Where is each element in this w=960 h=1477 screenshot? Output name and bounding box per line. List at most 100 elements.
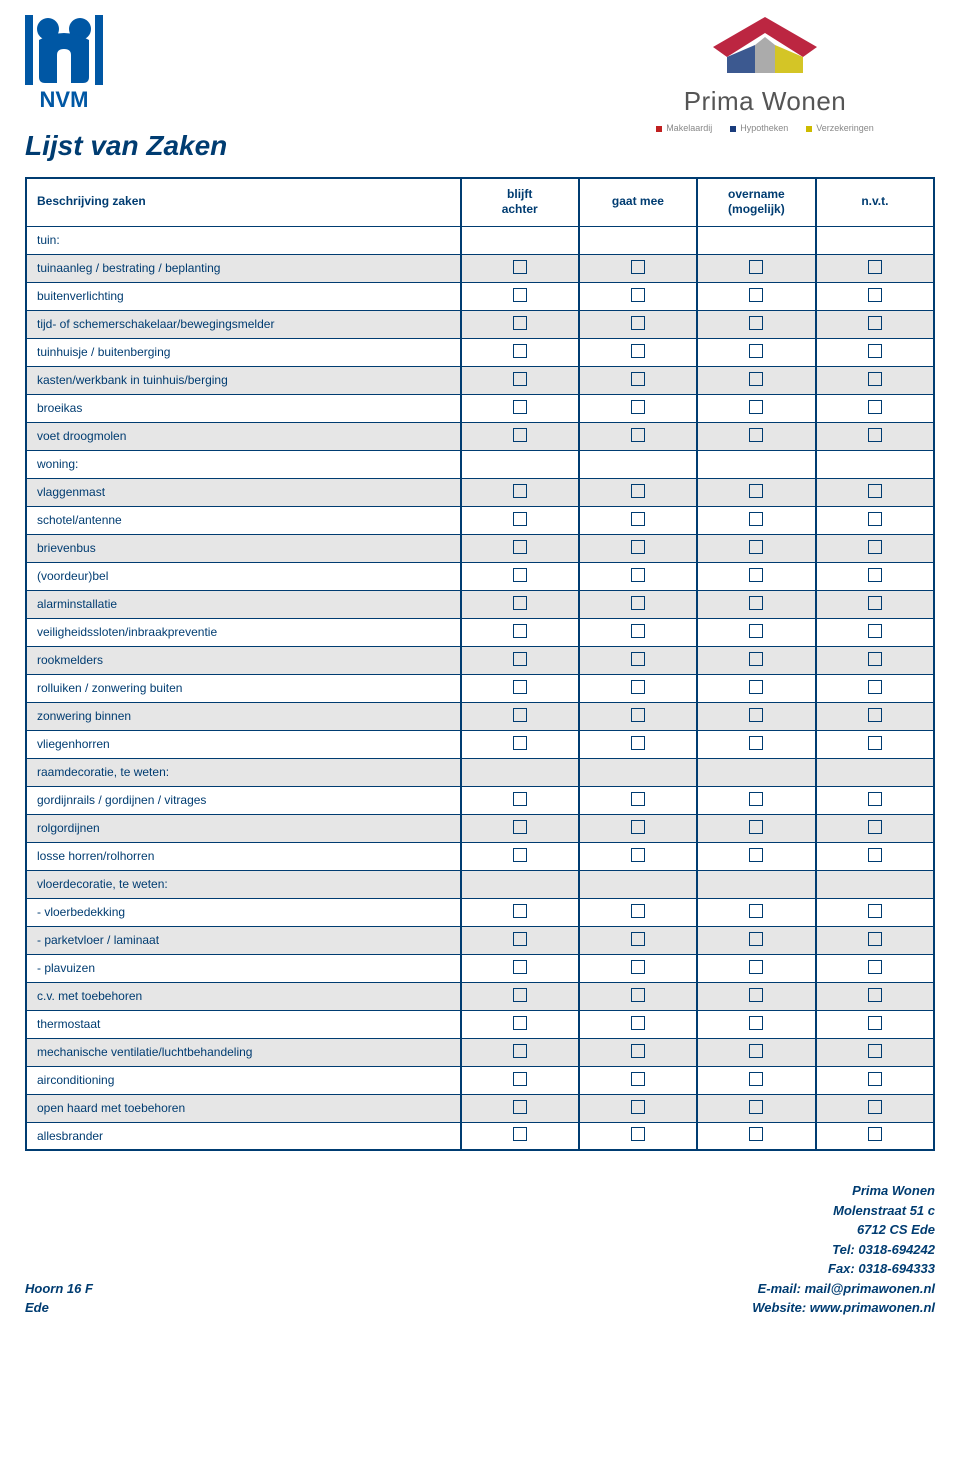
checkbox[interactable] <box>631 428 645 442</box>
checkbox[interactable] <box>513 288 527 302</box>
checkbox[interactable] <box>631 1016 645 1030</box>
checkbox[interactable] <box>513 260 527 274</box>
checkbox[interactable] <box>513 596 527 610</box>
checkbox[interactable] <box>513 1072 527 1086</box>
checkbox[interactable] <box>749 568 763 582</box>
checkbox[interactable] <box>749 624 763 638</box>
checkbox[interactable] <box>631 932 645 946</box>
checkbox[interactable] <box>749 596 763 610</box>
checkbox[interactable] <box>513 484 527 498</box>
checkbox[interactable] <box>513 568 527 582</box>
checkbox[interactable] <box>868 904 882 918</box>
checkbox[interactable] <box>631 792 645 806</box>
checkbox[interactable] <box>749 288 763 302</box>
checkbox[interactable] <box>631 904 645 918</box>
checkbox[interactable] <box>868 344 882 358</box>
checkbox[interactable] <box>868 792 882 806</box>
checkbox[interactable] <box>868 680 882 694</box>
checkbox[interactable] <box>513 680 527 694</box>
checkbox[interactable] <box>631 512 645 526</box>
checkbox[interactable] <box>631 260 645 274</box>
checkbox[interactable] <box>631 316 645 330</box>
checkbox[interactable] <box>513 1016 527 1030</box>
checkbox[interactable] <box>749 260 763 274</box>
checkbox[interactable] <box>749 652 763 666</box>
checkbox[interactable] <box>631 484 645 498</box>
checkbox[interactable] <box>513 372 527 386</box>
checkbox[interactable] <box>749 988 763 1002</box>
checkbox[interactable] <box>868 484 882 498</box>
checkbox[interactable] <box>631 624 645 638</box>
checkbox[interactable] <box>513 988 527 1002</box>
checkbox[interactable] <box>749 540 763 554</box>
checkbox[interactable] <box>631 1044 645 1058</box>
checkbox[interactable] <box>868 596 882 610</box>
checkbox[interactable] <box>749 736 763 750</box>
checkbox[interactable] <box>513 316 527 330</box>
checkbox[interactable] <box>868 540 882 554</box>
checkbox[interactable] <box>868 512 882 526</box>
checkbox[interactable] <box>868 1100 882 1114</box>
checkbox[interactable] <box>749 1016 763 1030</box>
checkbox[interactable] <box>513 904 527 918</box>
checkbox[interactable] <box>749 512 763 526</box>
checkbox[interactable] <box>749 932 763 946</box>
checkbox[interactable] <box>868 652 882 666</box>
checkbox[interactable] <box>631 596 645 610</box>
checkbox[interactable] <box>749 484 763 498</box>
checkbox[interactable] <box>513 960 527 974</box>
checkbox[interactable] <box>631 848 645 862</box>
checkbox[interactable] <box>513 708 527 722</box>
checkbox[interactable] <box>513 1127 527 1141</box>
checkbox[interactable] <box>513 820 527 834</box>
checkbox[interactable] <box>868 960 882 974</box>
checkbox[interactable] <box>749 1044 763 1058</box>
checkbox[interactable] <box>749 1072 763 1086</box>
checkbox[interactable] <box>868 1072 882 1086</box>
checkbox[interactable] <box>868 400 882 414</box>
checkbox[interactable] <box>749 820 763 834</box>
checkbox[interactable] <box>631 540 645 554</box>
checkbox[interactable] <box>513 848 527 862</box>
checkbox[interactable] <box>868 1044 882 1058</box>
checkbox[interactable] <box>749 960 763 974</box>
checkbox[interactable] <box>749 344 763 358</box>
checkbox[interactable] <box>868 988 882 1002</box>
checkbox[interactable] <box>868 1016 882 1030</box>
checkbox[interactable] <box>513 540 527 554</box>
checkbox[interactable] <box>631 400 645 414</box>
checkbox[interactable] <box>631 1100 645 1114</box>
checkbox[interactable] <box>631 344 645 358</box>
checkbox[interactable] <box>631 288 645 302</box>
checkbox[interactable] <box>868 848 882 862</box>
checkbox[interactable] <box>513 624 527 638</box>
checkbox[interactable] <box>631 820 645 834</box>
checkbox[interactable] <box>868 624 882 638</box>
checkbox[interactable] <box>631 1072 645 1086</box>
checkbox[interactable] <box>631 960 645 974</box>
checkbox[interactable] <box>513 428 527 442</box>
checkbox[interactable] <box>631 372 645 386</box>
checkbox[interactable] <box>868 260 882 274</box>
checkbox[interactable] <box>631 568 645 582</box>
checkbox[interactable] <box>749 848 763 862</box>
checkbox[interactable] <box>631 1127 645 1141</box>
checkbox[interactable] <box>631 708 645 722</box>
checkbox[interactable] <box>749 372 763 386</box>
checkbox[interactable] <box>513 400 527 414</box>
checkbox[interactable] <box>868 288 882 302</box>
checkbox[interactable] <box>513 736 527 750</box>
checkbox[interactable] <box>749 1127 763 1141</box>
checkbox[interactable] <box>513 512 527 526</box>
checkbox[interactable] <box>749 428 763 442</box>
checkbox[interactable] <box>868 568 882 582</box>
checkbox[interactable] <box>749 792 763 806</box>
checkbox[interactable] <box>631 652 645 666</box>
checkbox[interactable] <box>749 708 763 722</box>
checkbox[interactable] <box>868 736 882 750</box>
checkbox[interactable] <box>513 1100 527 1114</box>
checkbox[interactable] <box>513 344 527 358</box>
checkbox[interactable] <box>749 680 763 694</box>
checkbox[interactable] <box>868 1127 882 1141</box>
checkbox[interactable] <box>631 988 645 1002</box>
